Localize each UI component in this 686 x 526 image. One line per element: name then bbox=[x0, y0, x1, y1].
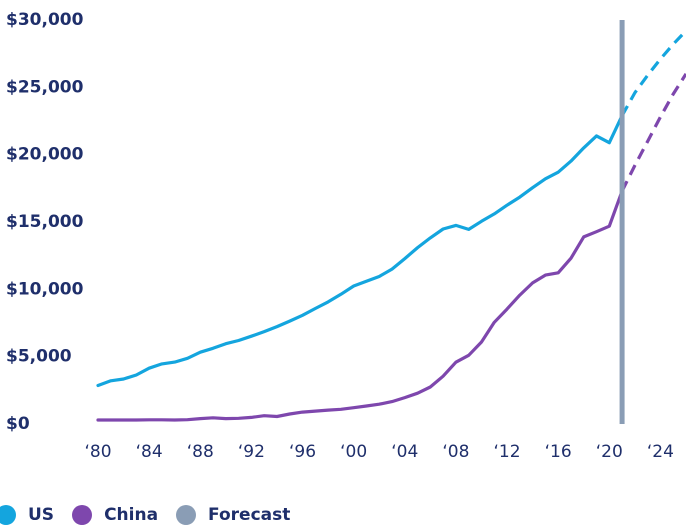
y-tick-label: $25,000 bbox=[6, 77, 84, 97]
x-tick-label: ‘24 bbox=[647, 442, 674, 462]
x-tick-label: ‘20 bbox=[596, 442, 623, 462]
x-tick-label: ‘04 bbox=[391, 442, 418, 462]
y-axis: $0 $5,000 $10,000 $15,000 $20,000 $25,000 $30,… bbox=[6, 10, 84, 434]
legend-item-china: China bbox=[72, 505, 158, 525]
x-tick-label: ‘92 bbox=[238, 442, 265, 462]
y-tick-label: $5,000 bbox=[6, 347, 72, 367]
series-line-china bbox=[96, 189, 624, 422]
x-tick-label: ‘84 bbox=[136, 442, 163, 462]
y-tick-label: $10,000 bbox=[6, 279, 84, 299]
x-tick-label: ‘88 bbox=[187, 442, 214, 462]
y-tick-label: $15,000 bbox=[6, 212, 84, 232]
x-tick-label: ‘08 bbox=[442, 442, 469, 462]
legend-label-china: China bbox=[104, 505, 159, 525]
legend-label-forecast: Forecast bbox=[208, 505, 291, 525]
x-axis: ‘80 ‘84 ‘88 ‘92 ‘96 ‘00 ‘04 ‘08 ‘12 ‘16 ‘20 ‘24 bbox=[84, 442, 673, 462]
legend-swatch-forecast bbox=[176, 505, 197, 525]
legend-swatch-us bbox=[0, 505, 16, 525]
legend-swatch-china bbox=[72, 505, 93, 525]
x-tick-label: ‘00 bbox=[340, 442, 367, 462]
y-tick-label: $20,000 bbox=[6, 145, 84, 165]
legend-label-us: US bbox=[28, 505, 55, 525]
plot-area bbox=[96, 20, 686, 424]
series-forecast-line-us bbox=[620, 29, 686, 117]
series-forecast-line-china bbox=[620, 73, 686, 192]
x-tick-label: ‘96 bbox=[289, 442, 316, 462]
legend: US China Forecast bbox=[0, 504, 308, 526]
y-tick-label: $0 bbox=[6, 414, 30, 434]
y-tick-label: $30,000 bbox=[6, 10, 84, 30]
chart: $0 $5,000 $10,000 $15,000 $20,000 $25,000 $30,… bbox=[6, 10, 686, 462]
series-line-us bbox=[96, 114, 624, 388]
legend-item-forecast: Forecast bbox=[176, 505, 290, 525]
legend-item-us: US bbox=[0, 505, 54, 525]
x-tick-label: ‘16 bbox=[545, 442, 572, 462]
forecast-marker bbox=[619, 20, 625, 424]
x-tick-label: ‘80 bbox=[84, 442, 111, 462]
x-tick-label: ‘12 bbox=[494, 442, 521, 462]
